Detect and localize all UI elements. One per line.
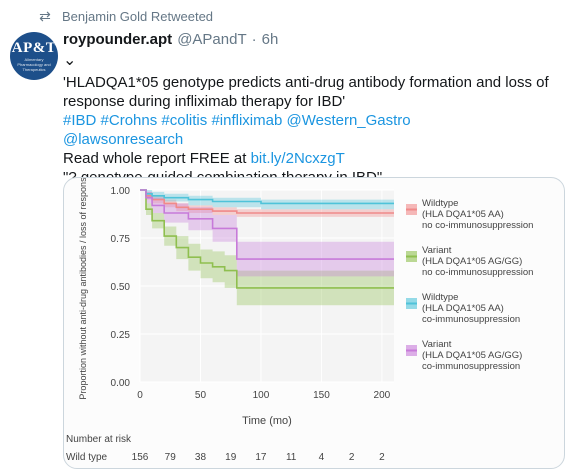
tweet-line: @lawsonresearch [63, 130, 563, 149]
series-line [140, 189, 394, 260]
series-line [140, 189, 394, 289]
legend-label: Variant [422, 245, 452, 256]
x-axis-label: Time (mo) [242, 415, 292, 427]
mention-link[interactable]: @lawsonresearch [63, 131, 184, 148]
avatar-logo: AP&T [11, 40, 57, 56]
legend-label: no co-immunosuppression [422, 220, 533, 231]
separator: · [251, 31, 257, 48]
mention-link[interactable]: @Western_Gastro [286, 112, 411, 129]
retweet-text[interactable]: Benjamin Gold Retweeted [62, 9, 214, 24]
legend-label: co-immunosuppression [422, 361, 520, 372]
tweet-line: 'HLADQA1*05 genotype predicts anti-drug … [63, 73, 563, 92]
series-line [140, 189, 394, 205]
risk-table-value: 79 [165, 452, 177, 463]
risk-table-value: 19 [225, 452, 237, 463]
y-tick-label: 0.25 [111, 330, 131, 341]
tweet-line: response during infliximab therapy for I… [63, 92, 563, 111]
risk-table-title: Number at risk [66, 434, 132, 445]
x-tick-label: 0 [137, 390, 143, 401]
avatar-logo-subtitle: Alimentary Pharmacology and Therapeutics [17, 57, 51, 72]
tweet-line: #IBD #Crohns #colitis #infliximab @Weste… [63, 111, 563, 130]
legend-label: (HLA DQA1*05 AG/GG) [422, 350, 522, 361]
risk-table-value: 2 [379, 452, 385, 463]
x-tick-label: 200 [374, 390, 391, 401]
risk-table-value: 4 [319, 452, 325, 463]
survival-chart: 0.00 0.25 0.50 0.75 1.00 0 50 100 150 200 Time (mo… [66, 178, 533, 463]
legend-label: Wildtype [422, 292, 458, 303]
confidence-band [140, 190, 394, 306]
risk-table-value: 17 [255, 452, 267, 463]
confidence-band [140, 190, 394, 217]
x-tick-label: 100 [253, 390, 270, 401]
x-tick-label: 150 [313, 390, 330, 401]
y-tick-label: 0.50 [111, 282, 131, 293]
legend-label: (HLA DQA1*05 AG/GG) [422, 256, 522, 267]
legend-label: co-immunosuppression [422, 314, 520, 325]
tweet-content: roypounder.apt @APandT · 6h ⌄ 'HLADQA1*0… [63, 30, 563, 187]
risk-table-value: 38 [195, 452, 207, 463]
risk-table-value: 156 [132, 452, 149, 463]
tweet-text-segment: Read whole report FREE at [63, 150, 251, 167]
url-link[interactable]: bit.ly/2NcxzgT [250, 150, 345, 167]
tweet-text-segment: response during infliximab therapy for I… [63, 93, 346, 110]
y-tick-label: 0.75 [111, 234, 131, 245]
tweet-header: roypounder.apt @APandT · 6h [63, 30, 563, 50]
hashtag-link[interactable]: #IBD [63, 112, 97, 129]
confidence-band [140, 190, 394, 210]
risk-table-value: 11 [286, 452, 297, 463]
legend-label: (HLA DQA1*05 AA) [422, 303, 504, 314]
hashtag-link[interactable]: #Crohns [100, 112, 158, 129]
retweet-header: ⇄ Benjamin Gold Retweeted [38, 8, 213, 25]
handle[interactable]: @APandT [177, 31, 247, 48]
y-tick-label: 0.00 [111, 378, 131, 389]
risk-table-value: 2 [349, 452, 355, 463]
tweet-text-segment: 'HLADQA1*05 genotype predicts anti-drug … [63, 74, 549, 91]
tweet-line: Read whole report FREE at bit.ly/2NcxzgT [63, 149, 563, 168]
chevron-down-icon[interactable]: ⌄ [63, 52, 77, 69]
timestamp[interactable]: 6h [261, 31, 279, 48]
series-line [140, 189, 394, 214]
risk-table-row-label: Wild type [66, 452, 108, 463]
confidence-band [140, 190, 394, 277]
tweet-media[interactable]: 0.00 0.25 0.50 0.75 1.00 0 50 100 150 200 Time (mo… [63, 177, 565, 469]
display-name[interactable]: roypounder.apt [63, 31, 173, 48]
tweet-text: 'HLADQA1*05 genotype predicts anti-drug … [63, 73, 563, 187]
legend-label: Wildtype [422, 198, 458, 209]
y-axis-label: Proportion without anti-drug antibodies … [78, 178, 88, 400]
legend-label: (HLA DQA1*05 AA) [422, 209, 504, 220]
retweet-icon: ⇄ [39, 8, 51, 24]
avatar[interactable]: AP&T Alimentary Pharmacology and Therape… [10, 32, 58, 80]
x-tick-label: 50 [195, 390, 207, 401]
legend-label: no co-immunosuppression [422, 267, 533, 278]
legend-label: Variant [422, 339, 452, 350]
hashtag-link[interactable]: #infliximab [211, 112, 283, 129]
y-tick-label: 1.00 [111, 186, 131, 197]
hashtag-link[interactable]: #colitis [161, 112, 208, 129]
